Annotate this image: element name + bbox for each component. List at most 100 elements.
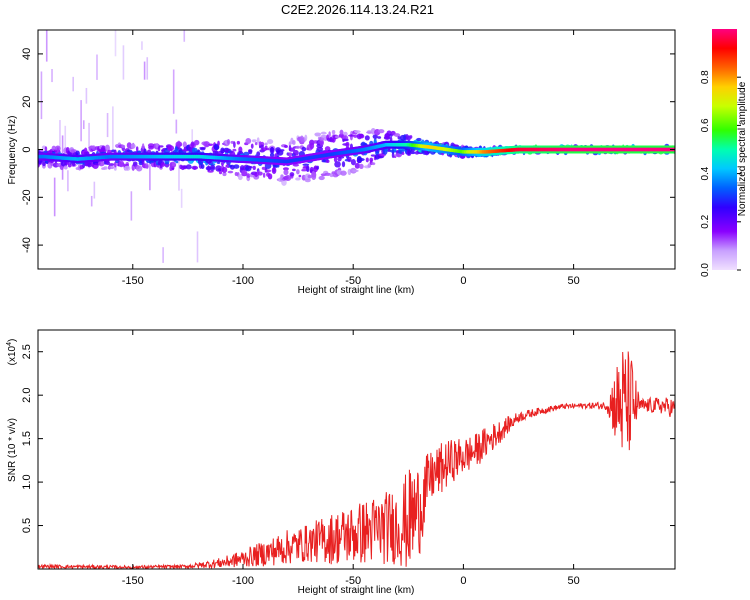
spectrogram-cell [169, 161, 177, 168]
spectrogram-cell [409, 135, 413, 139]
spectrogram-cell [243, 151, 250, 157]
spectrogram-cell [289, 172, 295, 177]
snr-x-tick-label: -100 [232, 575, 254, 587]
spectrogram-cell [393, 147, 397, 152]
spectrogram-cell [365, 157, 369, 163]
spectrogram-cell [103, 166, 108, 170]
spectrogram-cell [232, 148, 237, 152]
spectrogram-noise [88, 122, 90, 169]
spectrogram-cell [340, 170, 347, 176]
spectrogram-cell [135, 146, 139, 152]
spectrogram-cell [113, 161, 117, 168]
spectrogram-cell [287, 152, 293, 157]
spectrogram-cell [237, 174, 243, 181]
spectrogram-cell [262, 172, 266, 178]
snr-y-tick-label: 2.5 [21, 344, 33, 359]
spectrogram-cell [248, 149, 253, 155]
spectrogram-cell [331, 129, 336, 135]
spectrogram-cell [372, 134, 378, 139]
spectrogram-cell [175, 160, 179, 164]
spectrogram-cell [269, 152, 275, 158]
colorbar-tick-label: 0.2 [700, 214, 711, 228]
spectrogram-cell [364, 135, 370, 141]
colorbar: 0.0 0.2 0.4 0.6 0.8 Normalized spectral ampl… [700, 29, 748, 277]
spectrogram-cell [320, 131, 327, 135]
spectrogram-noise [64, 125, 67, 166]
spectrogram-cell [141, 143, 145, 150]
spectrogram-cell [269, 146, 275, 154]
spectrogram-cell [410, 151, 416, 155]
page-title: C2E2.2026.114.13.24.R21 [281, 2, 434, 17]
spectrogram-cell [148, 145, 154, 150]
snr-y-tick-label: 1.5 [21, 431, 33, 446]
spectrogram-noise [172, 69, 175, 114]
spectrogram-x-tick-label: -150 [122, 275, 144, 287]
spectrogram-cell [200, 147, 206, 151]
spectrogram-cell [334, 161, 341, 168]
spectrogram-cell [108, 163, 115, 166]
spectrogram-cell [309, 142, 315, 150]
spectrogram-cell [101, 145, 106, 152]
spectrogram-cell [200, 164, 205, 169]
spectrogram-cell [135, 165, 143, 172]
spectrogram-cell [267, 139, 274, 145]
spectrogram-cell [325, 159, 330, 164]
spectrogram-y-tick-label: 20 [21, 96, 33, 108]
spectrogram-cell [63, 165, 68, 170]
spectrogram-noise [162, 247, 164, 263]
spectrogram-cell [264, 142, 268, 146]
spectrogram-cell [233, 164, 240, 169]
spectrogram-cell [288, 147, 296, 152]
snr-series-line [38, 351, 675, 569]
snr-y-tick-label: 1.0 [21, 474, 33, 489]
spectrogram-noise [143, 61, 146, 80]
colorbar-tick-label: 0.6 [700, 118, 711, 132]
spectrogram-panel: -150 -100 -50 0 50 -40 -20 0 20 40 Height of str… [7, 29, 676, 296]
spectrogram-cell [283, 145, 288, 148]
snr-frame [37, 329, 676, 570]
spectrogram-cell [264, 169, 272, 173]
colorbar-tick-label: 0.4 [700, 166, 711, 180]
snr-panel: -150 -100 -50 0 50 0.5 1.0 1.5 2.0 2.5 Height of… [6, 329, 676, 596]
spectrogram-cell [104, 144, 110, 152]
spectrogram-cell [108, 165, 115, 170]
spectrogram-cell [130, 143, 136, 149]
spectrogram-noise [53, 177, 56, 217]
spectrogram-cell [397, 136, 401, 140]
spectrogram-cell [347, 156, 352, 163]
spectrogram-cell [121, 144, 126, 149]
spectrogram-cell [354, 130, 361, 134]
spectrogram-cell [124, 165, 131, 171]
spectrogram-noise [72, 76, 74, 92]
spectrogram-cell [185, 164, 192, 170]
spectrogram-cell [302, 163, 310, 166]
spectrogram-cell [254, 141, 258, 146]
spectrogram-cell [87, 162, 92, 168]
spectrogram-noise [45, 30, 48, 62]
spectrogram-cell [193, 139, 200, 146]
spectrogram-cell [216, 161, 221, 164]
spectrogram-cell [282, 167, 289, 171]
spectrogram-cell [358, 163, 364, 169]
spectrogram-cell [328, 131, 331, 138]
spectrogram-cell [141, 160, 145, 165]
snr-x-tick-label: -50 [345, 575, 361, 587]
spectrogram-cell [318, 175, 325, 181]
spectrogram-cell [182, 141, 187, 148]
spectrogram-noise [149, 154, 151, 191]
spectrogram-cell [256, 137, 260, 144]
spectrogram-cell [221, 166, 228, 173]
spectrogram-cell [226, 138, 230, 145]
spectrogram-cell [304, 178, 311, 183]
spectrogram-cell [177, 146, 181, 150]
spectrogram-noise [122, 45, 125, 80]
spectrogram-noise [130, 191, 133, 221]
spectrogram-cell [72, 162, 76, 167]
spectrogram-cell [257, 171, 263, 176]
spectrogram-cell [221, 149, 224, 152]
spectrogram-cell [250, 143, 254, 149]
spectrogram-cell [311, 173, 317, 180]
spectrogram-noise [141, 41, 143, 50]
spectrogram-cell [333, 156, 338, 163]
spectrogram-cell [158, 145, 164, 148]
